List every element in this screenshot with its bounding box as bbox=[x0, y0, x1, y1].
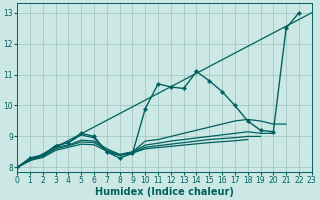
X-axis label: Humidex (Indice chaleur): Humidex (Indice chaleur) bbox=[95, 187, 234, 197]
